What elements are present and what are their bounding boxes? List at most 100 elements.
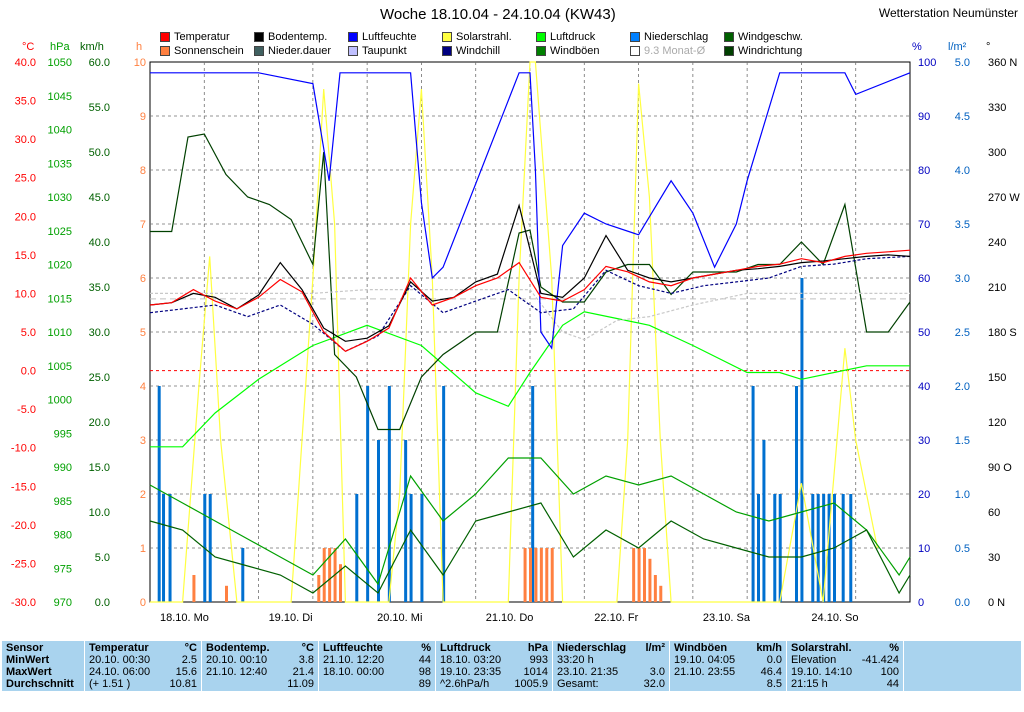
axis-unit-label: h (136, 41, 142, 53)
legend-label: Luftdruck (550, 31, 596, 43)
axis-tick-label: 70 (918, 219, 930, 231)
axis-tick-label: 3 (140, 435, 146, 447)
series-luftdruck (150, 311, 910, 448)
stats-soil: Bodentemp. °C 20.10. 00:10 3.8 21.10. 12:40 2… (201, 641, 319, 691)
bar-niederschlag (531, 386, 535, 602)
stats-row: 21.10. 12:20 44 (323, 654, 431, 666)
legend-label: Taupunkt (362, 45, 407, 57)
axis-tick-label: -10.0 (11, 443, 36, 455)
bar-niederschlag (157, 386, 161, 602)
axis-tick-label: 55.0 (89, 102, 110, 114)
bar-sonnenschein (328, 548, 332, 602)
axis-tick-label: 1030 (48, 192, 72, 204)
stats-row: 21.10. 12:40 21.4 (206, 666, 314, 678)
axis-tick-label: 1035 (48, 158, 72, 170)
stats-header: Windböen km/h (674, 642, 782, 654)
axis-tick-label: 1025 (48, 226, 72, 238)
bar-niederschlag (387, 386, 391, 602)
axis-unit-label: °C (22, 41, 34, 53)
axis-tick-label: 45.0 (89, 192, 110, 204)
bar-niederschlag (816, 494, 820, 602)
axis-tick-label: 1010 (48, 327, 72, 339)
axis-tick-label: 995 (54, 428, 72, 440)
series-taupunkt (150, 289, 910, 341)
bar-sonnenschein (653, 575, 657, 602)
axis-tick-label: 10.0 (15, 288, 36, 300)
axis-unit-label: % (912, 41, 922, 53)
axis-tick-label: 3.0 (955, 273, 970, 285)
axis-unit-label: ° (986, 41, 990, 53)
legend-item: Solarstrahl. (442, 31, 512, 43)
axis-tick-label: 50.0 (89, 147, 110, 159)
stats-row: 20.10. 00:30 2.5 (89, 654, 197, 666)
bar-niederschlag (404, 440, 408, 602)
axis-tick-label: 975 (54, 563, 72, 575)
axis-tick-label: 1000 (48, 395, 72, 407)
station-name: Wetterstation Neumünster (878, 6, 1018, 20)
axis-tick-label: 20.0 (89, 417, 110, 429)
legend-label: Windrichtung (738, 45, 803, 57)
stats-row: 89 (418, 678, 431, 690)
axis-tick-label: 240 (988, 237, 1006, 249)
stats-row: 18.10. 03:20 993 (440, 654, 548, 666)
axis-tick-label: -5.0 (17, 404, 36, 416)
stats-row: 8.5 (766, 678, 782, 690)
axis-tick-label: -15.0 (11, 481, 36, 493)
legend-item: Windgeschw. (724, 31, 803, 43)
bar-niederschlag (420, 494, 424, 602)
stats-row: 20.10. 00:10 3.8 (206, 654, 314, 666)
axis-tick-label: 1015 (48, 293, 72, 305)
axis-tick-label: 80 (918, 165, 930, 177)
bar-niederschlag (849, 494, 853, 602)
axis-tick-label: 1050 (48, 57, 72, 69)
axis-tick-label: -30.0 (11, 597, 36, 609)
bar-sonnenschein (225, 585, 228, 602)
axis-tick-label: 270 W (988, 192, 1020, 204)
axis-tick-label: 0 N (988, 597, 1005, 609)
axis-tick-label: 1040 (48, 125, 72, 137)
stats-row: 24.10. 06:00 15.6 (89, 666, 197, 678)
axis-tick-label: 2.0 (955, 381, 970, 393)
axis-unit-label: hPa (50, 41, 70, 53)
legend-label: Nieder.dauer (268, 45, 331, 57)
axis-tick-label: 7 (140, 219, 146, 231)
bar-sonnenschein (643, 548, 646, 602)
axis-tick-label: 5 (140, 327, 146, 339)
stats-solar: Solarstrahl.% Elevation -41.424 19.10. 14:1… (786, 641, 904, 691)
bar-sonnenschein (550, 548, 554, 602)
axis-tick-label: 60.0 (89, 57, 110, 69)
stats-header: Sensor (6, 642, 44, 654)
legend-item: Windrichtung (724, 45, 802, 57)
bar-niederschlag (409, 494, 413, 602)
legend-swatch (630, 46, 640, 56)
axis-tick-label: 8 (140, 165, 146, 177)
legend-item: Temperatur (160, 31, 230, 43)
legend-item: Luftfeuchte (348, 31, 416, 43)
axis-tick-label: 2.5 (955, 327, 970, 339)
bar-niederschlag (208, 494, 212, 602)
axis-tick-label: 3.5 (955, 219, 970, 231)
axis-tick-label: 60 (918, 273, 930, 285)
bar-sonnenschein (534, 548, 538, 602)
bar-niederschlag (841, 494, 845, 602)
stats-sensor: Sensor MinWert MaxWert Durchschnitt (2, 641, 85, 691)
bar-niederschlag (778, 494, 782, 602)
axis-tick-label: 4.5 (955, 111, 970, 123)
bar-sonnenschein (637, 548, 641, 602)
bar-niederschlag (366, 386, 370, 602)
axis-tick-label: 100 (918, 57, 936, 69)
legend-label: Windchill (456, 45, 501, 57)
stats-header: Bodentemp. °C (206, 642, 314, 654)
stats-row: 19.10. 14:10 100 (791, 666, 899, 678)
stats-row: 33:20 h (557, 654, 594, 666)
axis-tick-label: 990 (54, 462, 72, 474)
legend-swatch (630, 32, 640, 42)
axis-tick-label: 10.0 (89, 507, 110, 519)
axis-unit-label: l/m² (948, 41, 967, 53)
stats-row: Gesamt: 32.0 (557, 678, 665, 690)
legend-label: Luftfeuchte (362, 31, 417, 43)
bar-niederschlag (773, 494, 777, 602)
stats-row: 11.09 (287, 678, 314, 690)
axis-tick-label: 4 (140, 381, 146, 393)
legend-label: Niederschlag (644, 31, 709, 43)
